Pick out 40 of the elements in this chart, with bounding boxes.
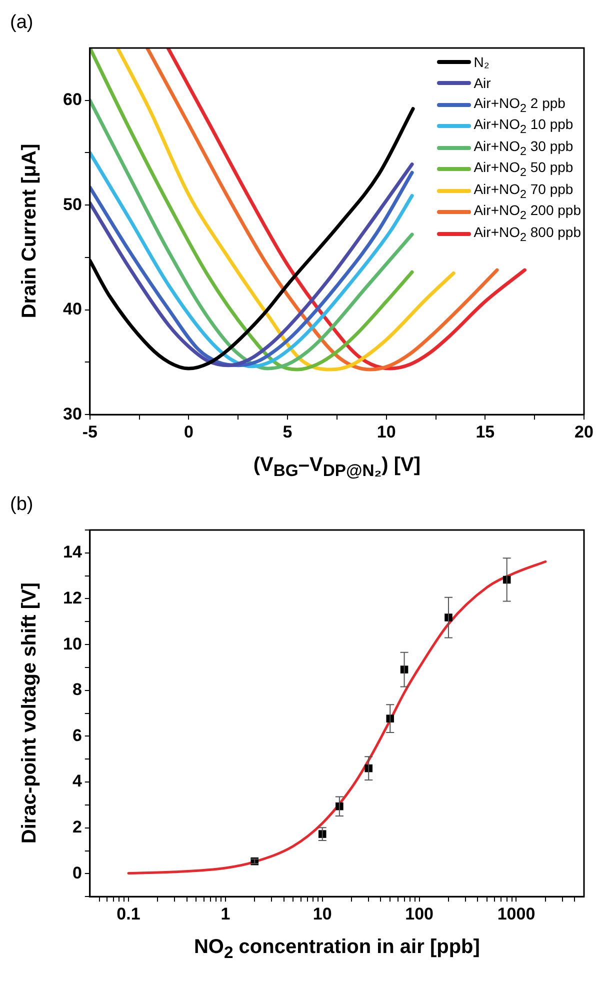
x-axis-title: NO$_{2}$ concentration in air [ppb]	[194, 936, 480, 963]
chart-title: (b)	[10, 494, 34, 516]
y-tick-label: 2	[72, 818, 82, 837]
y-tick-label: 30	[62, 404, 82, 424]
line-series	[116, 48, 456, 372]
x-tick-label: 10	[312, 904, 332, 924]
legend-label: Air+NO$_{2}$ 70 ppb	[474, 180, 574, 201]
y-tick-label: 4	[72, 772, 82, 791]
x-tick-label: 15	[476, 422, 495, 442]
line-series	[90, 48, 414, 372]
x-axis-title: (V$_{BG}$–V$_{DP@N₂}$) [V]	[253, 454, 421, 481]
y-tick-label: 12	[62, 588, 82, 608]
y-tick-label: 8	[72, 680, 82, 700]
y-tick-label: 6	[72, 726, 82, 745]
x-tick-label: 10	[376, 422, 396, 442]
legend-label: N₂	[474, 54, 490, 70]
legend-label: Air+NO$_{2}$ 800 ppb	[474, 224, 581, 244]
y-tick-label: 10	[62, 634, 82, 654]
legend-label: Air+NO$_{2}$ 30 ppb	[474, 138, 574, 158]
y-tick-label: 60	[62, 90, 82, 110]
y-axis-title: Dirac-point voltage shift [V]	[18, 582, 42, 844]
x-tick-label: 1000	[497, 904, 536, 924]
legend-label: Air+NO$_{2}$ 50 ppb	[474, 159, 574, 180]
legend-label: Air+NO$_{2}$ 200 ppb	[474, 202, 581, 222]
x-tick-label: 1	[220, 904, 230, 924]
x-tick-label: 100	[405, 904, 434, 924]
legend-label: Air+NO$_{2}$ 10 ppb	[474, 116, 574, 136]
x-tick-label: 0.1	[116, 904, 140, 924]
legend-label: Air+NO$_{2}$ 2 ppb	[474, 94, 566, 115]
y-tick-label: 50	[62, 194, 82, 214]
legend-label: Air	[474, 75, 491, 92]
x-tick-label: 5	[282, 422, 292, 442]
y-axis-title: Drain Current [μA]	[18, 144, 42, 319]
chart-title: (a)	[10, 12, 34, 34]
x-tick-label: 20	[574, 422, 594, 442]
y-tick-label: 40	[62, 300, 82, 319]
y-tick-label: 0	[72, 863, 82, 882]
y-tick-label: 14	[62, 542, 82, 562]
x-tick-label: 0	[184, 422, 194, 442]
x-tick-label: -5	[82, 422, 98, 442]
